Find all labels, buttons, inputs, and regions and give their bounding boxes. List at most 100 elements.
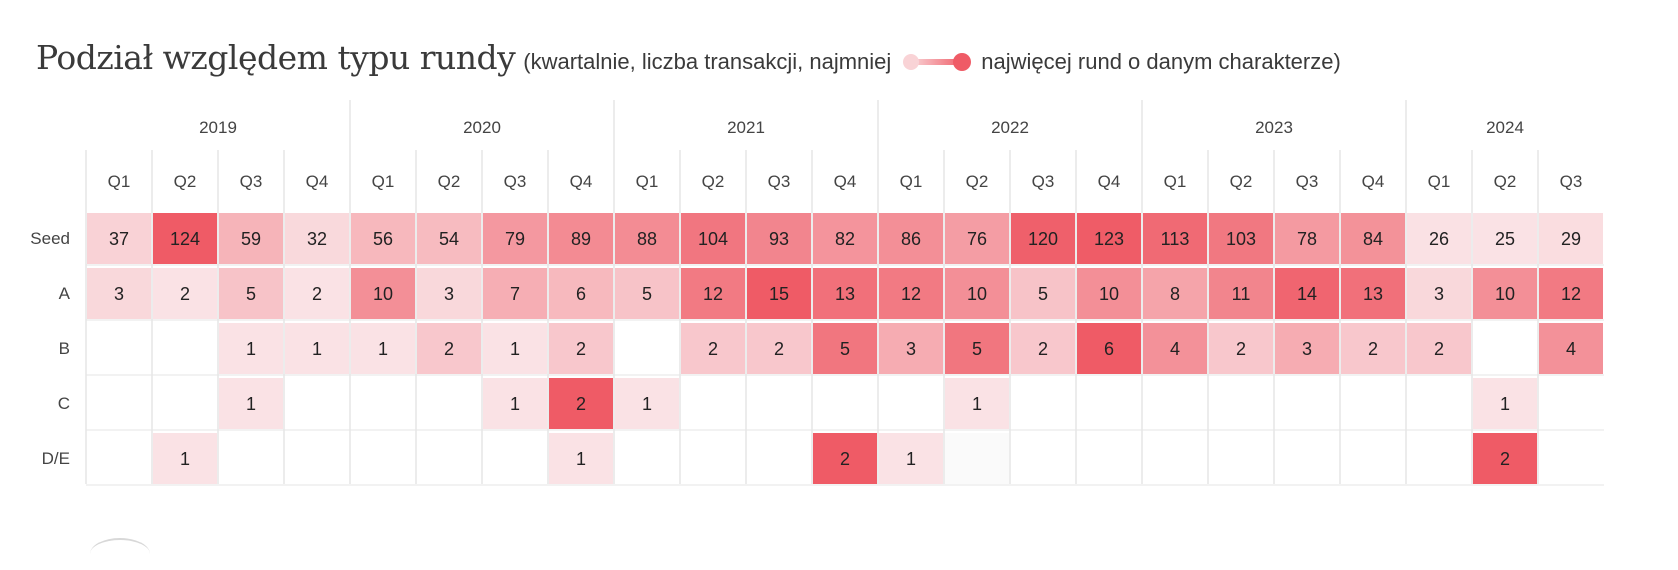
- chart-subtitle-pre: (kwartalnie, liczba transakcji, najmniej: [523, 49, 892, 74]
- year-label: 2020: [463, 118, 501, 137]
- heatmap-cell: [153, 268, 217, 319]
- cell-value-label: 11: [1232, 284, 1251, 304]
- color-scale-legend: [901, 52, 973, 72]
- cell-value-label: 84: [1363, 229, 1383, 249]
- quarter-label: Q2: [702, 172, 725, 191]
- cell-value-label: 12: [1561, 284, 1581, 304]
- heatmap-cell: [483, 323, 547, 374]
- heatmap-cell: [747, 268, 811, 319]
- chart-title-row: Podział względem typu rundy (kwartalnie,…: [36, 38, 1341, 77]
- heatmap-cell: [945, 433, 1009, 484]
- year-label: 2021: [727, 118, 765, 137]
- cell-value-label: 1: [312, 339, 322, 359]
- heatmap-cell: [1473, 268, 1537, 319]
- cell-value-label: 25: [1495, 229, 1515, 249]
- quarter-label: Q3: [1032, 172, 1055, 191]
- heatmap-cell: [1539, 213, 1603, 264]
- quarter-label: Q1: [108, 172, 131, 191]
- row-label: B: [59, 339, 70, 358]
- heatmap-cell: [483, 378, 547, 429]
- cell-value-label: 78: [1297, 229, 1317, 249]
- cell-value-label: 124: [170, 229, 200, 249]
- row-label: A: [59, 284, 71, 303]
- heatmap-cell: [1275, 213, 1339, 264]
- cell-value-label: 2: [1500, 449, 1510, 469]
- cell-value-label: 1: [180, 449, 190, 469]
- chart-subtitle-post: najwięcej rund o danym charakterze): [981, 49, 1341, 74]
- heatmap-cell: [153, 433, 217, 484]
- heatmap-cell: [945, 323, 1009, 374]
- heatmap-cell: [813, 213, 877, 264]
- heatmap-cell: [549, 268, 613, 319]
- cell-value-label: 3: [114, 284, 124, 304]
- cell-value-label: 103: [1226, 229, 1256, 249]
- heatmap-cell: [879, 268, 943, 319]
- heatmap-cell: [483, 213, 547, 264]
- cell-value-label: 3: [444, 284, 454, 304]
- cell-value-label: 104: [698, 229, 728, 249]
- heatmap-cell: [351, 213, 415, 264]
- cell-value-label: 56: [373, 229, 393, 249]
- heatmap-cell: [1341, 213, 1405, 264]
- cell-value-label: 1: [1500, 394, 1510, 414]
- quarter-label: Q2: [966, 172, 989, 191]
- cell-value-label: 4: [1170, 339, 1180, 359]
- cell-value-label: 10: [373, 284, 393, 304]
- cell-value-label: 3: [1302, 339, 1312, 359]
- cell-value-label: 2: [576, 339, 586, 359]
- heatmap-cell: [1539, 323, 1603, 374]
- heatmap-cell: [879, 433, 943, 484]
- cell-value-label: 2: [1368, 339, 1378, 359]
- heatmap-cell: [1077, 213, 1141, 264]
- quarter-label: Q1: [900, 172, 923, 191]
- quarter-label: Q4: [306, 172, 329, 191]
- year-label: 2019: [199, 118, 237, 137]
- quarter-label: Q1: [372, 172, 395, 191]
- heatmap-cell: [747, 213, 811, 264]
- cell-value-label: 123: [1094, 229, 1124, 249]
- cell-value-label: 6: [576, 284, 586, 304]
- heatmap-cell: [87, 268, 151, 319]
- cell-value-label: 3: [906, 339, 916, 359]
- row-label: D/E: [42, 449, 70, 468]
- quarter-label: Q2: [174, 172, 197, 191]
- heatmap-cell: [285, 268, 349, 319]
- cell-value-label: 5: [1038, 284, 1048, 304]
- legend-gradient-bar: [911, 59, 966, 65]
- quarter-label: Q3: [1296, 172, 1319, 191]
- cell-value-label: 10: [967, 284, 987, 304]
- heatmap-cell: [417, 323, 481, 374]
- heatmap-cell: [879, 323, 943, 374]
- heatmap-cell: [813, 323, 877, 374]
- heatmap-cell: [1209, 268, 1273, 319]
- heatmap-grid: 2019 2020 2021 2022 2023 2024 Q1 Q2 Q3 Q4 Q1 Q2 Q3 Q4…: [30, 100, 1604, 486]
- heatmap-cell: [615, 213, 679, 264]
- quarter-label: Q4: [1098, 172, 1121, 191]
- cell-value-label: 2: [774, 339, 784, 359]
- cell-value-label: 5: [246, 284, 256, 304]
- cell-value-label: 2: [840, 449, 850, 469]
- heatmap-cell: [483, 268, 547, 319]
- quarter-label: Q1: [1164, 172, 1187, 191]
- heatmap-cell: [945, 378, 1009, 429]
- quarter-label: Q2: [1230, 172, 1253, 191]
- cell-value-label: 3: [1434, 284, 1444, 304]
- heatmap-cell: [219, 268, 283, 319]
- heatmap-cell: [1011, 213, 1075, 264]
- year-label: 2022: [991, 118, 1029, 137]
- heatmap-cell: [1407, 268, 1471, 319]
- cell-value-label: 113: [1161, 229, 1190, 249]
- cell-value-label: 120: [1028, 229, 1058, 249]
- cell-value-label: 1: [246, 394, 256, 414]
- heatmap-cell: [1341, 323, 1405, 374]
- cell-value-label: 2: [1434, 339, 1444, 359]
- quarter-label: Q3: [240, 172, 263, 191]
- cell-value-label: 79: [505, 229, 525, 249]
- cell-value-label: 10: [1099, 284, 1119, 304]
- heatmap-cell: [813, 268, 877, 319]
- quarter-label: Q4: [570, 172, 593, 191]
- heatmap-cell: [285, 323, 349, 374]
- heatmap-cell: [285, 213, 349, 264]
- cell-value-label: 12: [901, 284, 921, 304]
- heatmap-cell: [1143, 323, 1207, 374]
